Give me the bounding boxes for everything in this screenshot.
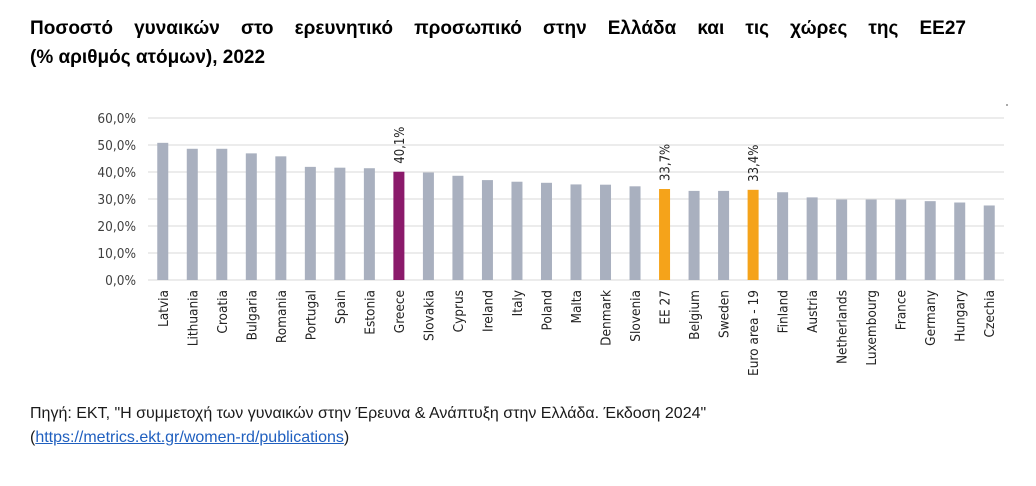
bars (157, 142, 995, 280)
x-tick-label: Latvia (156, 290, 172, 327)
bar (275, 156, 287, 280)
data-label: 40,1% (393, 127, 408, 164)
grid-lines (148, 117, 1004, 281)
bar (954, 202, 966, 280)
x-tick-label: Poland (539, 290, 555, 331)
chart-title-line2: (% αριθμός ατόμων), 2022 (30, 47, 266, 68)
x-tick-label: Ireland (480, 290, 496, 332)
y-tick-label: 10,0% (97, 246, 136, 262)
source-link[interactable]: https://metrics.ekt.gr/women-rd/publicat… (35, 429, 344, 446)
chart-title-line1: Ποσοστό γυναικών στο ερευνητικό προσωπικ… (30, 18, 966, 39)
bar (511, 181, 523, 280)
x-tick-label: Slovakia (421, 290, 437, 341)
bar (334, 167, 346, 280)
bar (245, 153, 257, 280)
bar (363, 168, 375, 280)
x-tick-label: Croatia (215, 290, 231, 334)
bar (924, 201, 936, 280)
x-tick-label: Germany (923, 290, 939, 346)
x-tick-label: Denmark (599, 290, 615, 346)
bar (806, 197, 818, 280)
bar (629, 186, 641, 280)
x-tick-label: Malta (569, 290, 585, 324)
x-tick-label: Slovenia (628, 290, 644, 342)
bar (540, 182, 552, 280)
source-close-paren: ) (343, 429, 350, 446)
y-tick-label: 50,0% (97, 138, 136, 154)
x-tick-label: France (894, 290, 910, 330)
x-tick-label: Czechia (982, 290, 998, 338)
x-tick-label: Euro area - 19 (746, 290, 762, 376)
y-tick-label: 40,0% (97, 165, 136, 181)
y-tick-label: 0,0% (105, 273, 136, 289)
bar (777, 192, 789, 280)
bar (304, 166, 316, 280)
data-label: 33,4% (747, 145, 762, 182)
data-label: 33,7% (659, 144, 674, 181)
source-open-paren: ( (30, 429, 36, 446)
bar (659, 189, 671, 280)
x-tick-label: Netherlands (835, 290, 851, 364)
x-tick-label: Luxembourg (864, 290, 880, 366)
bar (983, 205, 995, 280)
bar (895, 199, 907, 280)
x-tick-label: Romania (274, 290, 290, 343)
chart-title: Ποσοστό γυναικών στο ερευνητικό προσωπικ… (30, 14, 966, 72)
source-text: Πηγή: ΕΚΤ, "Η συμμετοχή των γυναικών στη… (30, 405, 707, 422)
x-tick-label: Lithuania (185, 290, 201, 346)
x-tick-label: Estonia (362, 290, 378, 335)
x-tick-label: Belgium (687, 290, 703, 340)
bar (865, 199, 877, 280)
x-tick-label: Greece (392, 290, 408, 333)
bar (216, 148, 228, 280)
y-axis-ticks: 0,0% 10,0% 20,0% 30,0% 40,0% 50,0% 60,0% (97, 111, 136, 289)
bar (157, 142, 169, 280)
bar (718, 190, 730, 280)
bar (452, 175, 464, 280)
bar (836, 199, 848, 280)
bar (747, 189, 759, 280)
x-tick-label: EE 27 (658, 290, 674, 325)
x-tick-label: Spain (333, 290, 349, 324)
bar (422, 172, 434, 280)
x-axis-ticks: Latvia Lithuania Croatia Bulgaria Romania Por… (156, 290, 998, 376)
y-tick-label: 60,0% (97, 111, 136, 127)
data-labels: 40,1% 33,7% 33,4% (393, 127, 762, 182)
y-tick-label: 20,0% (97, 219, 136, 235)
x-tick-label: Portugal (303, 290, 319, 340)
bar (570, 184, 582, 280)
source-link-line: (https://metrics.ekt.gr/women-rd/publica… (30, 426, 706, 450)
bar (481, 180, 493, 280)
x-tick-label: Sweden (717, 290, 733, 338)
x-tick-label: Hungary (953, 290, 969, 342)
bar (393, 171, 405, 280)
y-tick-label: 30,0% (97, 192, 136, 208)
source-note: Πηγή: ΕΚΤ, "Η συμμετοχή των γυναικών στη… (30, 402, 706, 450)
x-tick-label: Austria (805, 290, 821, 333)
x-tick-label: Cyprus (451, 290, 467, 332)
bar (600, 184, 612, 280)
x-tick-label: Finland (776, 290, 792, 333)
x-tick-label: Bulgaria (244, 290, 260, 340)
bar (688, 190, 700, 280)
bar (186, 148, 198, 280)
x-tick-label: Italy (510, 290, 526, 316)
